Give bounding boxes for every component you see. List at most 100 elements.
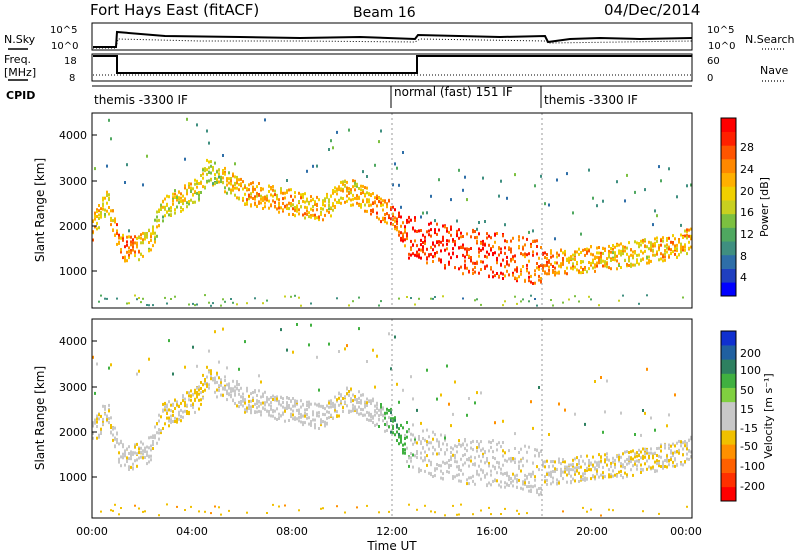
velocity-pixel	[656, 462, 658, 466]
velocity-pixel	[318, 388, 320, 392]
power-pixel	[538, 265, 540, 269]
velocity-pixel	[124, 449, 126, 453]
power-pixel	[252, 190, 254, 194]
power-pixel	[262, 207, 264, 210]
velocity-panel-frame	[91, 318, 693, 519]
velocity-pixel	[400, 423, 402, 427]
velocity-pixel	[464, 447, 466, 451]
velocity-pixel	[420, 451, 422, 455]
power-pixel	[536, 266, 538, 270]
power-pixel	[474, 299, 476, 302]
velocity-pixel	[252, 397, 254, 401]
velocity-pixel	[472, 474, 474, 478]
power-pixel	[220, 177, 222, 181]
velocity-pixel	[628, 458, 630, 462]
velocity-pixel	[346, 387, 348, 391]
velocity-pixel	[180, 415, 182, 419]
power-pixel	[110, 223, 112, 227]
velocity-pixel	[410, 459, 412, 463]
power-pixel	[426, 256, 428, 260]
velocity-pixel	[244, 408, 246, 412]
power-pixel	[684, 234, 686, 238]
velocity-pixel	[526, 476, 528, 480]
velocity-pixel	[236, 387, 238, 391]
power-pixel	[400, 224, 402, 228]
velocity-pixel	[332, 416, 334, 420]
power-pixel	[234, 162, 236, 166]
power-pixel	[532, 253, 534, 257]
power-pixel	[486, 250, 488, 254]
velocity-pixel	[284, 409, 286, 413]
power-pixel	[442, 235, 444, 239]
power-pixel	[252, 187, 254, 191]
power-pixel	[188, 200, 190, 203]
power-pixel	[568, 298, 570, 301]
power-pixel	[486, 236, 488, 240]
power-pixel	[316, 204, 318, 207]
velocity-pixel	[512, 479, 514, 483]
power-pixel	[310, 214, 312, 218]
velocity-pixel	[168, 419, 170, 423]
velocity-pixel	[120, 464, 122, 468]
velocity-pixel	[366, 504, 368, 507]
power-pixel	[270, 204, 272, 208]
power-pixel	[526, 253, 528, 257]
power-pixel	[456, 219, 458, 223]
power-pixel	[184, 186, 186, 190]
power-pixel	[354, 179, 356, 183]
power-pixel	[574, 253, 576, 257]
velocity-pixel	[368, 411, 370, 415]
power-pixel	[340, 196, 342, 200]
velocity-pixel	[216, 395, 218, 399]
power-pixel	[236, 303, 238, 306]
velocity-pixel	[288, 419, 290, 422]
power-pixel	[214, 176, 216, 180]
power-pixel	[362, 189, 364, 193]
velocity-pixel	[150, 448, 152, 452]
power-pixel	[94, 214, 96, 218]
power-pixel	[154, 235, 156, 239]
power-pixel	[422, 250, 424, 254]
velocity-pixel	[214, 381, 216, 385]
velocity-pixel	[166, 412, 168, 415]
power-pixel	[122, 237, 124, 241]
velocity-pixel	[264, 403, 266, 407]
power-pixel	[648, 247, 650, 251]
velocity-pixel	[662, 460, 664, 464]
power-pixel	[208, 160, 210, 164]
power-pixel	[170, 213, 172, 217]
velocity-pixel	[620, 455, 622, 459]
velocity-pixel	[514, 457, 516, 461]
velocity-pixel	[482, 455, 484, 459]
power-pixel	[164, 296, 166, 299]
power-pixel	[92, 230, 94, 234]
x-tick-0: 00:00	[76, 525, 108, 538]
power-pixel	[212, 302, 214, 305]
velocity-pixel	[202, 390, 204, 393]
power-pixel	[634, 263, 636, 267]
power-pixel	[666, 246, 668, 250]
power-pixel	[460, 265, 462, 269]
velocity-pixel	[648, 451, 650, 455]
velocity-pixel	[194, 391, 196, 395]
power-pixel	[540, 277, 542, 280]
velocity-pixel	[102, 422, 104, 426]
power-pixel	[282, 202, 284, 205]
power-pixel	[620, 266, 622, 269]
power-pixel	[582, 248, 584, 252]
velocity-pixel	[244, 340, 246, 344]
power-pixel	[506, 260, 508, 264]
velocity-pixel	[244, 410, 246, 414]
velocity-pixel	[404, 433, 406, 437]
velocity-pixel	[286, 396, 288, 399]
power-pixel	[302, 193, 304, 196]
power-pixel	[650, 259, 652, 263]
velocity-pixel	[128, 465, 130, 469]
power-pixel	[390, 207, 392, 211]
velocity-pixel	[234, 385, 236, 389]
power-pixel	[462, 243, 464, 247]
power-pixel	[356, 184, 358, 188]
velocity-pixel	[474, 456, 476, 460]
velocity-pixel	[658, 454, 660, 458]
power-pixel	[484, 265, 486, 269]
